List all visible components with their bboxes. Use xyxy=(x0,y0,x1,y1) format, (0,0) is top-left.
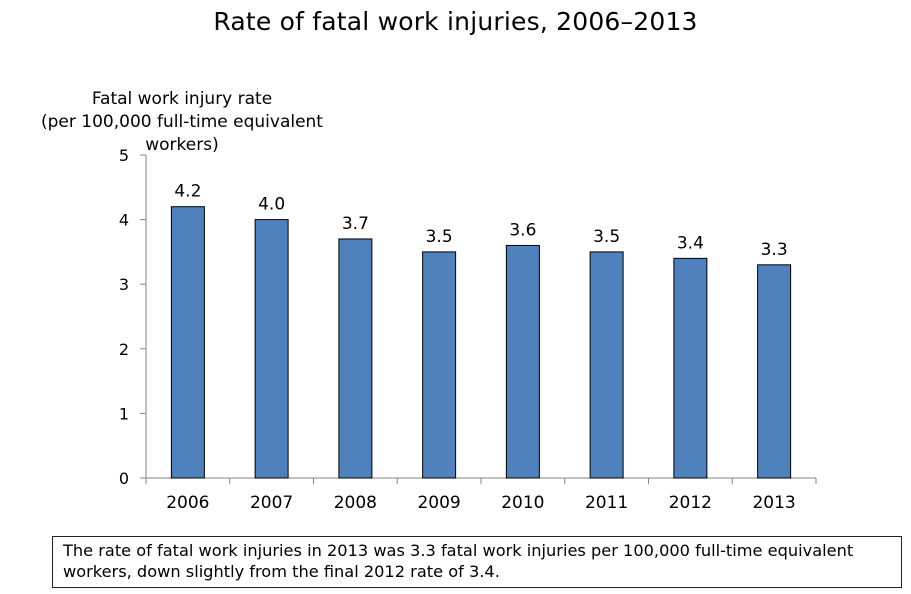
x-tick-label-2009: 2009 xyxy=(417,493,460,513)
data-label-2010: 3.6 xyxy=(509,220,536,240)
chart-bars xyxy=(170,206,792,479)
bar-2012 xyxy=(673,257,708,479)
bar-2010 xyxy=(505,244,540,479)
x-tick-label-2006: 2006 xyxy=(166,493,209,513)
y-tick-label: 2 xyxy=(119,340,129,359)
data-label-2012: 3.4 xyxy=(677,233,704,253)
x-tick-label-2013: 2013 xyxy=(752,493,795,513)
bar-2008 xyxy=(338,238,373,479)
data-label-2007: 4.0 xyxy=(258,195,285,215)
chart-labels: 0 1 2 3 4 5 4.2 2006 4.0 2007 3.7 2008 3.5 2009 3.6 201… xyxy=(119,146,796,513)
y-axis-label-line-2: (per 100,000 full-time equivalent worker… xyxy=(41,112,323,155)
y-tick-label: 5 xyxy=(119,146,129,165)
x-tick-label-2007: 2007 xyxy=(250,493,293,513)
bar-2009 xyxy=(422,251,457,479)
data-label-2013: 3.3 xyxy=(761,240,788,260)
caption-box: The rate of fatal work injuries in 2013 … xyxy=(52,536,902,588)
x-tick-label-2008: 2008 xyxy=(334,493,377,513)
caption-text: The rate of fatal work injuries in 2013 … xyxy=(63,541,854,581)
data-label-2006: 4.2 xyxy=(174,182,201,202)
y-tick-label: 3 xyxy=(119,275,129,294)
data-label-2008: 3.7 xyxy=(342,214,369,234)
bar-chart-plot: 0 1 2 3 4 5 4.2 2006 4.0 2007 3.7 2008 3.5 2009 3.6 201… xyxy=(119,146,817,513)
x-tick-label-2010: 2010 xyxy=(501,493,544,513)
chart-title: Rate of fatal work injuries, 2006–2013 xyxy=(213,7,698,36)
bar-2007 xyxy=(254,219,289,479)
chart-axes xyxy=(140,154,817,484)
data-label-2011: 3.5 xyxy=(593,227,620,247)
bar-2006 xyxy=(170,206,205,479)
x-tick-label-2012: 2012 xyxy=(669,493,712,513)
x-tick-label-2011: 2011 xyxy=(585,493,628,513)
y-tick-label: 0 xyxy=(119,469,129,488)
bar-2013 xyxy=(757,264,792,479)
data-label-2009: 3.5 xyxy=(426,227,453,247)
y-tick-label: 1 xyxy=(119,404,129,423)
bar-2011 xyxy=(589,251,624,479)
y-axis-label: Fatal work injury rate (per 100,000 full… xyxy=(2,88,362,157)
y-axis-label-line-1: Fatal work injury rate xyxy=(91,89,273,109)
y-tick-label: 4 xyxy=(119,211,129,230)
